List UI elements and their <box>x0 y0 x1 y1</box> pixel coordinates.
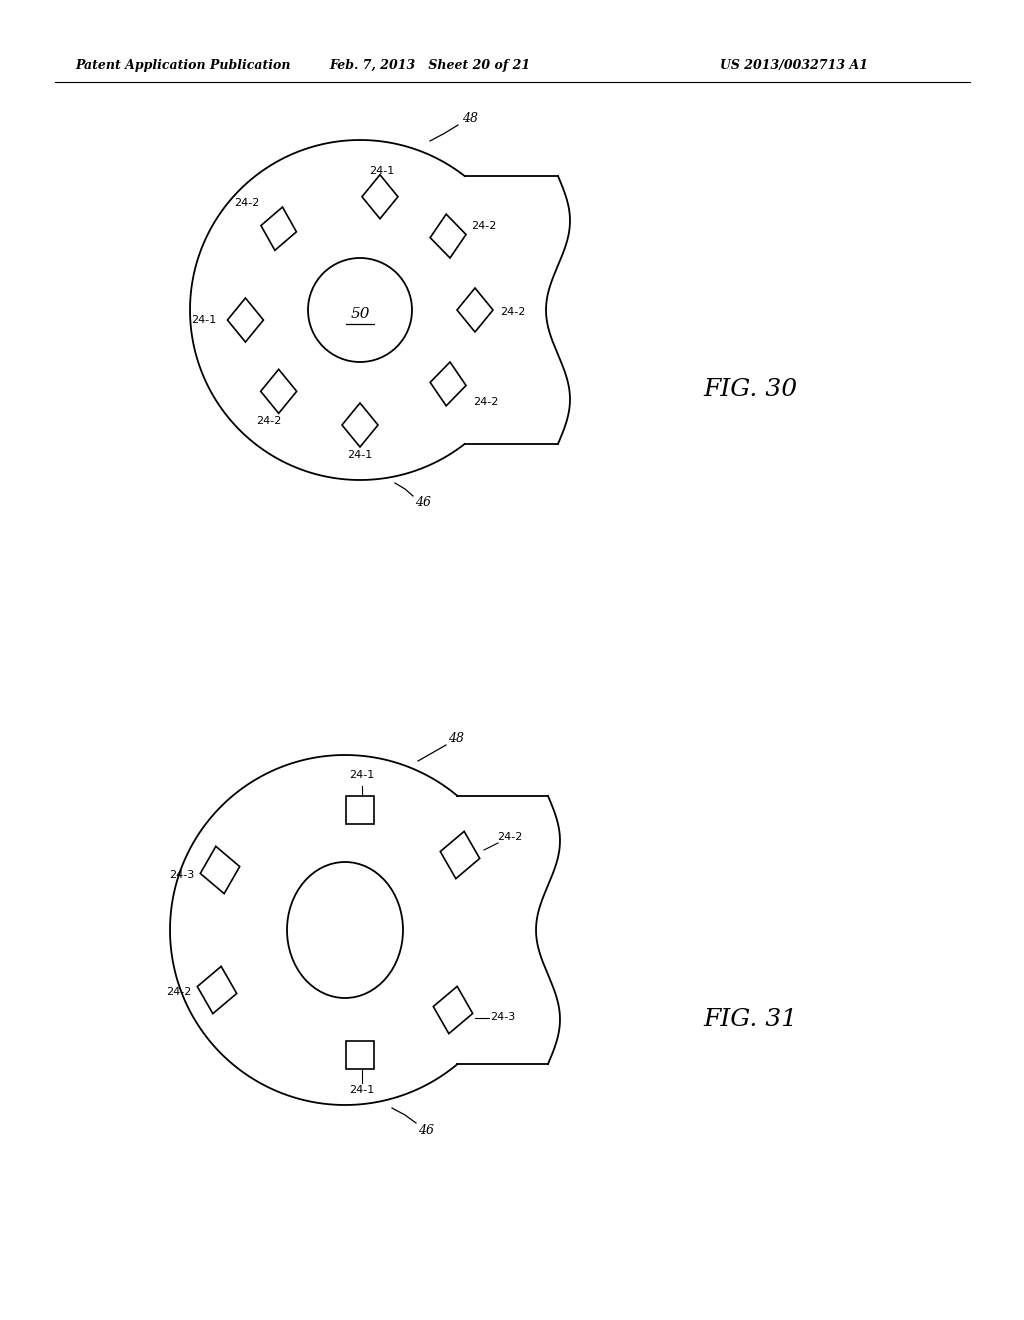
Text: FIG. 31: FIG. 31 <box>702 1008 797 1031</box>
Text: FIG. 30: FIG. 30 <box>702 379 797 401</box>
Text: 24-1: 24-1 <box>370 166 394 176</box>
Text: 24-2: 24-2 <box>498 832 522 842</box>
Text: 24-2: 24-2 <box>166 987 191 997</box>
Text: 24-2: 24-2 <box>473 397 499 407</box>
Text: 24-3: 24-3 <box>490 1012 516 1022</box>
Text: 24-2: 24-2 <box>234 198 259 207</box>
Text: 24-1: 24-1 <box>349 1085 375 1096</box>
Text: 48: 48 <box>462 111 478 124</box>
Text: US 2013/0032713 A1: US 2013/0032713 A1 <box>720 58 868 71</box>
Text: 24-1: 24-1 <box>347 450 373 459</box>
Text: Feb. 7, 2013   Sheet 20 of 21: Feb. 7, 2013 Sheet 20 of 21 <box>330 58 530 71</box>
Text: Patent Application Publication: Patent Application Publication <box>75 58 291 71</box>
Text: 24-2: 24-2 <box>501 308 525 317</box>
Text: 24-2: 24-2 <box>256 416 282 426</box>
Text: 24-1: 24-1 <box>190 315 216 325</box>
Text: 24-2: 24-2 <box>471 220 497 231</box>
Text: 48: 48 <box>449 731 464 744</box>
Text: 46: 46 <box>418 1123 434 1137</box>
Text: 46: 46 <box>415 495 431 508</box>
Text: 24-1: 24-1 <box>349 770 375 780</box>
Text: 50: 50 <box>350 308 370 321</box>
Text: 24-3: 24-3 <box>169 870 195 880</box>
